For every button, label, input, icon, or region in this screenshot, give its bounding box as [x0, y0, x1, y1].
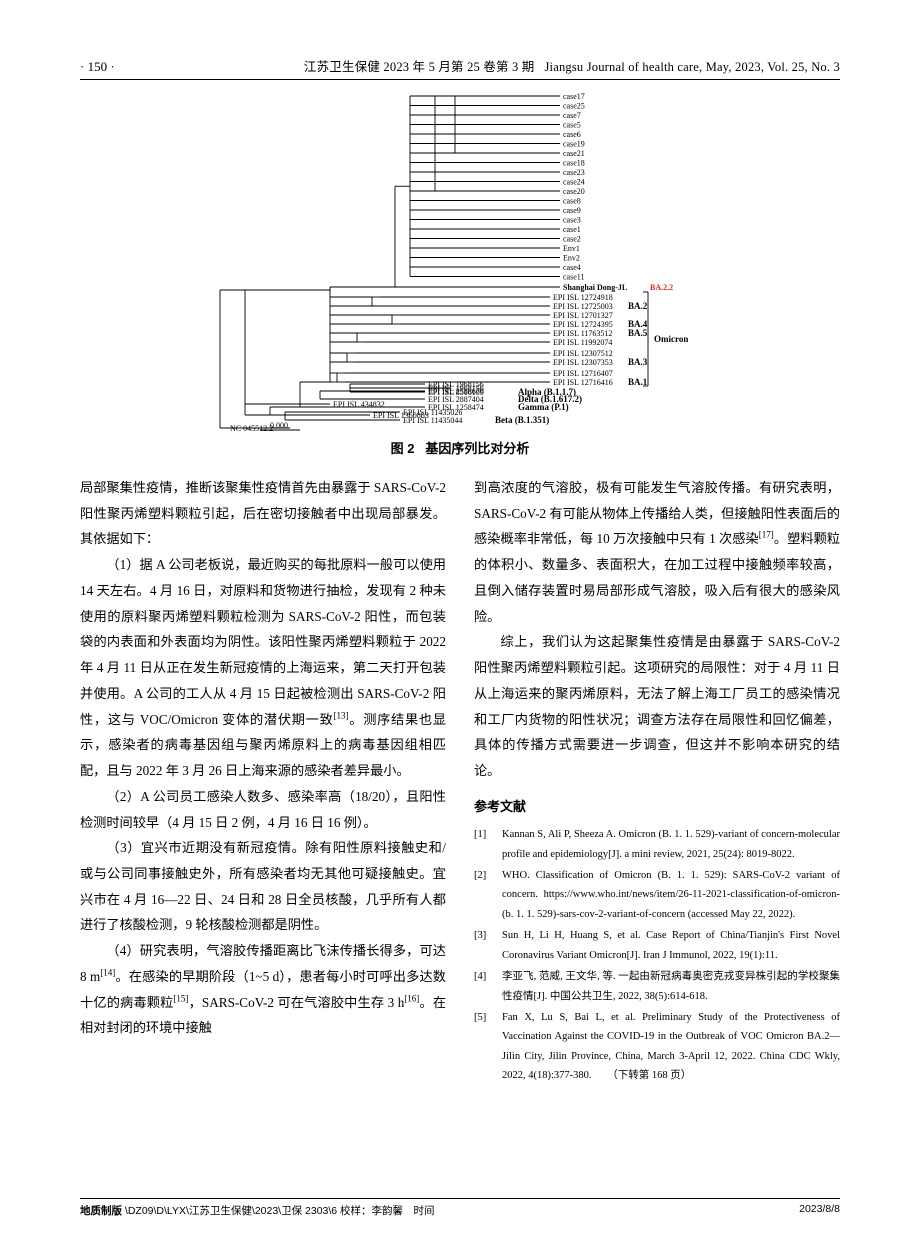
reference-text: WHO. Classification of Omicron (B. 1. 1.…: [502, 866, 840, 924]
para-5: （4）研究表明，气溶胶传播距离比飞沫传播长得多，可达 8 m[14]。在感染的早…: [80, 938, 446, 1041]
para-2a: （1）据 A 公司老板说，最近购买的每批原料一般可以使用 14 天左右。4 月 …: [80, 557, 446, 726]
svg-text:EPI ISL 12307353: EPI ISL 12307353: [553, 358, 613, 367]
svg-text:BA.5: BA.5: [628, 328, 648, 338]
reference-text: 李亚飞, 范威, 王文华, 等. 一起由新冠病毒奥密克戎变异株引起的学校聚集性疫…: [502, 967, 840, 1006]
reference-number: [2]: [474, 866, 502, 924]
reference-number: [5]: [474, 1008, 502, 1086]
reference-item: [4]李亚飞, 范威, 王文华, 等. 一起由新冠病毒奥密克戎变异株引起的学校聚…: [474, 967, 840, 1006]
svg-text:EPI ISL 11435044: EPI ISL 11435044: [403, 416, 462, 425]
svg-text:BA.2.2: BA.2.2: [650, 283, 673, 292]
svg-text:Gamma (P.1): Gamma (P.1): [518, 402, 569, 412]
svg-text:case20: case20: [563, 187, 585, 196]
para-7: 综上，我们认为这起聚集性疫情是由暴露于 SARS-CoV-2 阳性聚丙烯塑料颗粒…: [474, 629, 840, 783]
svg-text:EPI ISL 12716416: EPI ISL 12716416: [553, 378, 613, 387]
svg-text:case5: case5: [563, 121, 581, 130]
para-1: 局部聚集性疫情，推断该聚集性疫情首先由暴露于 SARS-CoV-2 阳性聚丙烯塑…: [80, 475, 446, 552]
reference-item: [3]Sun H, Li H, Huang S, et al. Case Rep…: [474, 926, 840, 965]
continuation-note: （下转第 168 页）: [613, 1070, 692, 1081]
svg-text:0.000: 0.000: [270, 421, 288, 430]
para-4: （3）宜兴市近期没有新冠疫情。除有阳性原料接触史和/或与公司同事接触史外，所有感…: [80, 835, 446, 938]
reference-item: [1]Kannan S, Ali P, Sheeza A. Omicron (B…: [474, 825, 840, 864]
journal-info: 江苏卫生保健 2023 年 5 月第 25 卷第 3 期 Jiangsu Jou…: [304, 56, 840, 75]
svg-text:case19: case19: [563, 140, 585, 149]
svg-text:case24: case24: [563, 178, 585, 187]
reference-number: [4]: [474, 967, 502, 1006]
svg-text:EPI ISL 8506109: EPI ISL 8506109: [428, 388, 484, 397]
citation-16: [16]: [404, 993, 419, 1003]
svg-text:Shanghai Dong-JL: Shanghai Dong-JL: [563, 283, 627, 292]
para-6: 到高浓度的气溶胶，极有可能发生气溶胶传播。有研究表明，SARS-CoV-2 有可…: [474, 475, 840, 629]
footer-path: \DZ09\D\LYX\江苏卫生保健\2023\卫保 2303\6 校样：李韵馨…: [122, 1205, 435, 1217]
svg-text:case11: case11: [563, 273, 584, 282]
body-text: 局部聚集性疫情，推断该聚集性疫情首先由暴露于 SARS-CoV-2 阳性聚丙烯塑…: [80, 475, 840, 1086]
svg-text:EPI ISL 11763512: EPI ISL 11763512: [553, 329, 612, 338]
journal-cn: 江苏卫生保健 2023 年 5 月第 25 卷第 3 期: [304, 60, 535, 74]
svg-text:case7: case7: [563, 111, 581, 120]
svg-text:EPI ISL 434832: EPI ISL 434832: [333, 400, 385, 409]
svg-text:Env1: Env1: [563, 244, 580, 253]
reference-text: Sun H, Li H, Huang S, et al. Case Report…: [502, 926, 840, 965]
page-header: · 150 · 江苏卫生保健 2023 年 5 月第 25 卷第 3 期 Jia…: [80, 56, 840, 80]
svg-text:Beta (B.1.351): Beta (B.1.351): [495, 415, 549, 425]
svg-text:case23: case23: [563, 168, 585, 177]
svg-text:EPI ISL 12716407: EPI ISL 12716407: [553, 369, 613, 378]
svg-text:case21: case21: [563, 149, 585, 158]
page-number: · 150 ·: [80, 59, 115, 75]
footer-date: 2023/8/8: [799, 1203, 840, 1218]
svg-text:EPI ISL 12724918: EPI ISL 12724918: [553, 293, 613, 302]
svg-text:BA.2: BA.2: [628, 301, 648, 311]
reference-text: Kannan S, Ali P, Sheeza A. Omicron (B. 1…: [502, 825, 840, 864]
citation-13: [13]: [334, 710, 349, 720]
svg-text:case6: case6: [563, 130, 581, 139]
para-3: （2）A 公司员工感染人数多、感染率高（18/20），且阳性检测时间较早（4 月…: [80, 784, 446, 835]
svg-text:Alpha (B.1.1.7): Alpha (B.1.1.7): [518, 387, 576, 397]
citation-14: [14]: [100, 968, 115, 978]
svg-text:case2: case2: [563, 235, 581, 244]
references-heading: 参考文献: [474, 794, 840, 819]
page-footer: 地质制版 \DZ09\D\LYX\江苏卫生保健\2023\卫保 2303\6 校…: [80, 1198, 840, 1218]
svg-text:EPI ISL 1968156: EPI ISL 1968156: [428, 380, 484, 389]
svg-text:Omicron: Omicron: [654, 334, 688, 344]
figure-caption: 图 2 基因序列比对分析: [80, 438, 840, 457]
references-list: [1]Kannan S, Ali P, Sheeza A. Omicron (B…: [474, 825, 840, 1085]
para-2: （1）据 A 公司老板说，最近购买的每批原料一般可以使用 14 天左右。4 月 …: [80, 552, 446, 784]
phylogenetic-tree: case17case25case7case5case6case19case21c…: [200, 90, 720, 432]
svg-text:case17: case17: [563, 92, 585, 101]
reference-item: [2]WHO. Classification of Omicron (B. 1.…: [474, 866, 840, 924]
reference-number: [1]: [474, 825, 502, 864]
journal-en: Jiangsu Journal of health care, May, 202…: [544, 60, 840, 74]
svg-text:case9: case9: [563, 206, 581, 215]
svg-text:case8: case8: [563, 197, 581, 206]
svg-text:EPI ISL 11992074: EPI ISL 11992074: [553, 338, 612, 347]
svg-text:NC 045512.2: NC 045512.2: [230, 424, 273, 432]
reference-item: [5]Fan X, Lu S, Bai L, et al. Preliminar…: [474, 1008, 840, 1086]
svg-text:case1: case1: [563, 225, 581, 234]
figure-2: case17case25case7case5case6case19case21c…: [200, 90, 720, 432]
svg-text:EPI ISL 12307512: EPI ISL 12307512: [553, 349, 613, 358]
citation-17: [17]: [759, 530, 774, 540]
svg-text:BA.3: BA.3: [628, 357, 648, 367]
svg-text:case4: case4: [563, 263, 581, 272]
footer-label: 地质制版: [80, 1205, 122, 1217]
citation-15: [15]: [173, 993, 188, 1003]
svg-text:BA.1: BA.1: [628, 377, 648, 387]
svg-text:EPI ISL 12725003: EPI ISL 12725003: [553, 302, 613, 311]
svg-text:case25: case25: [563, 102, 585, 111]
svg-text:case3: case3: [563, 216, 581, 225]
figure-title: 基因序列比对分析: [425, 441, 529, 456]
svg-text:EPI ISL 12724395: EPI ISL 12724395: [553, 320, 613, 329]
svg-text:Env2: Env2: [563, 254, 580, 263]
svg-text:EPI ISL 12701327: EPI ISL 12701327: [553, 311, 613, 320]
reference-number: [3]: [474, 926, 502, 965]
figure-label: 图 2: [391, 441, 415, 456]
para-5c: ，SARS-CoV-2 可在气溶胶中生存 3 h: [188, 995, 404, 1010]
svg-text:case18: case18: [563, 159, 585, 168]
footer-left: 地质制版 \DZ09\D\LYX\江苏卫生保健\2023\卫保 2303\6 校…: [80, 1203, 435, 1218]
reference-text: Fan X, Lu S, Bai L, et al. Preliminary S…: [502, 1008, 840, 1086]
